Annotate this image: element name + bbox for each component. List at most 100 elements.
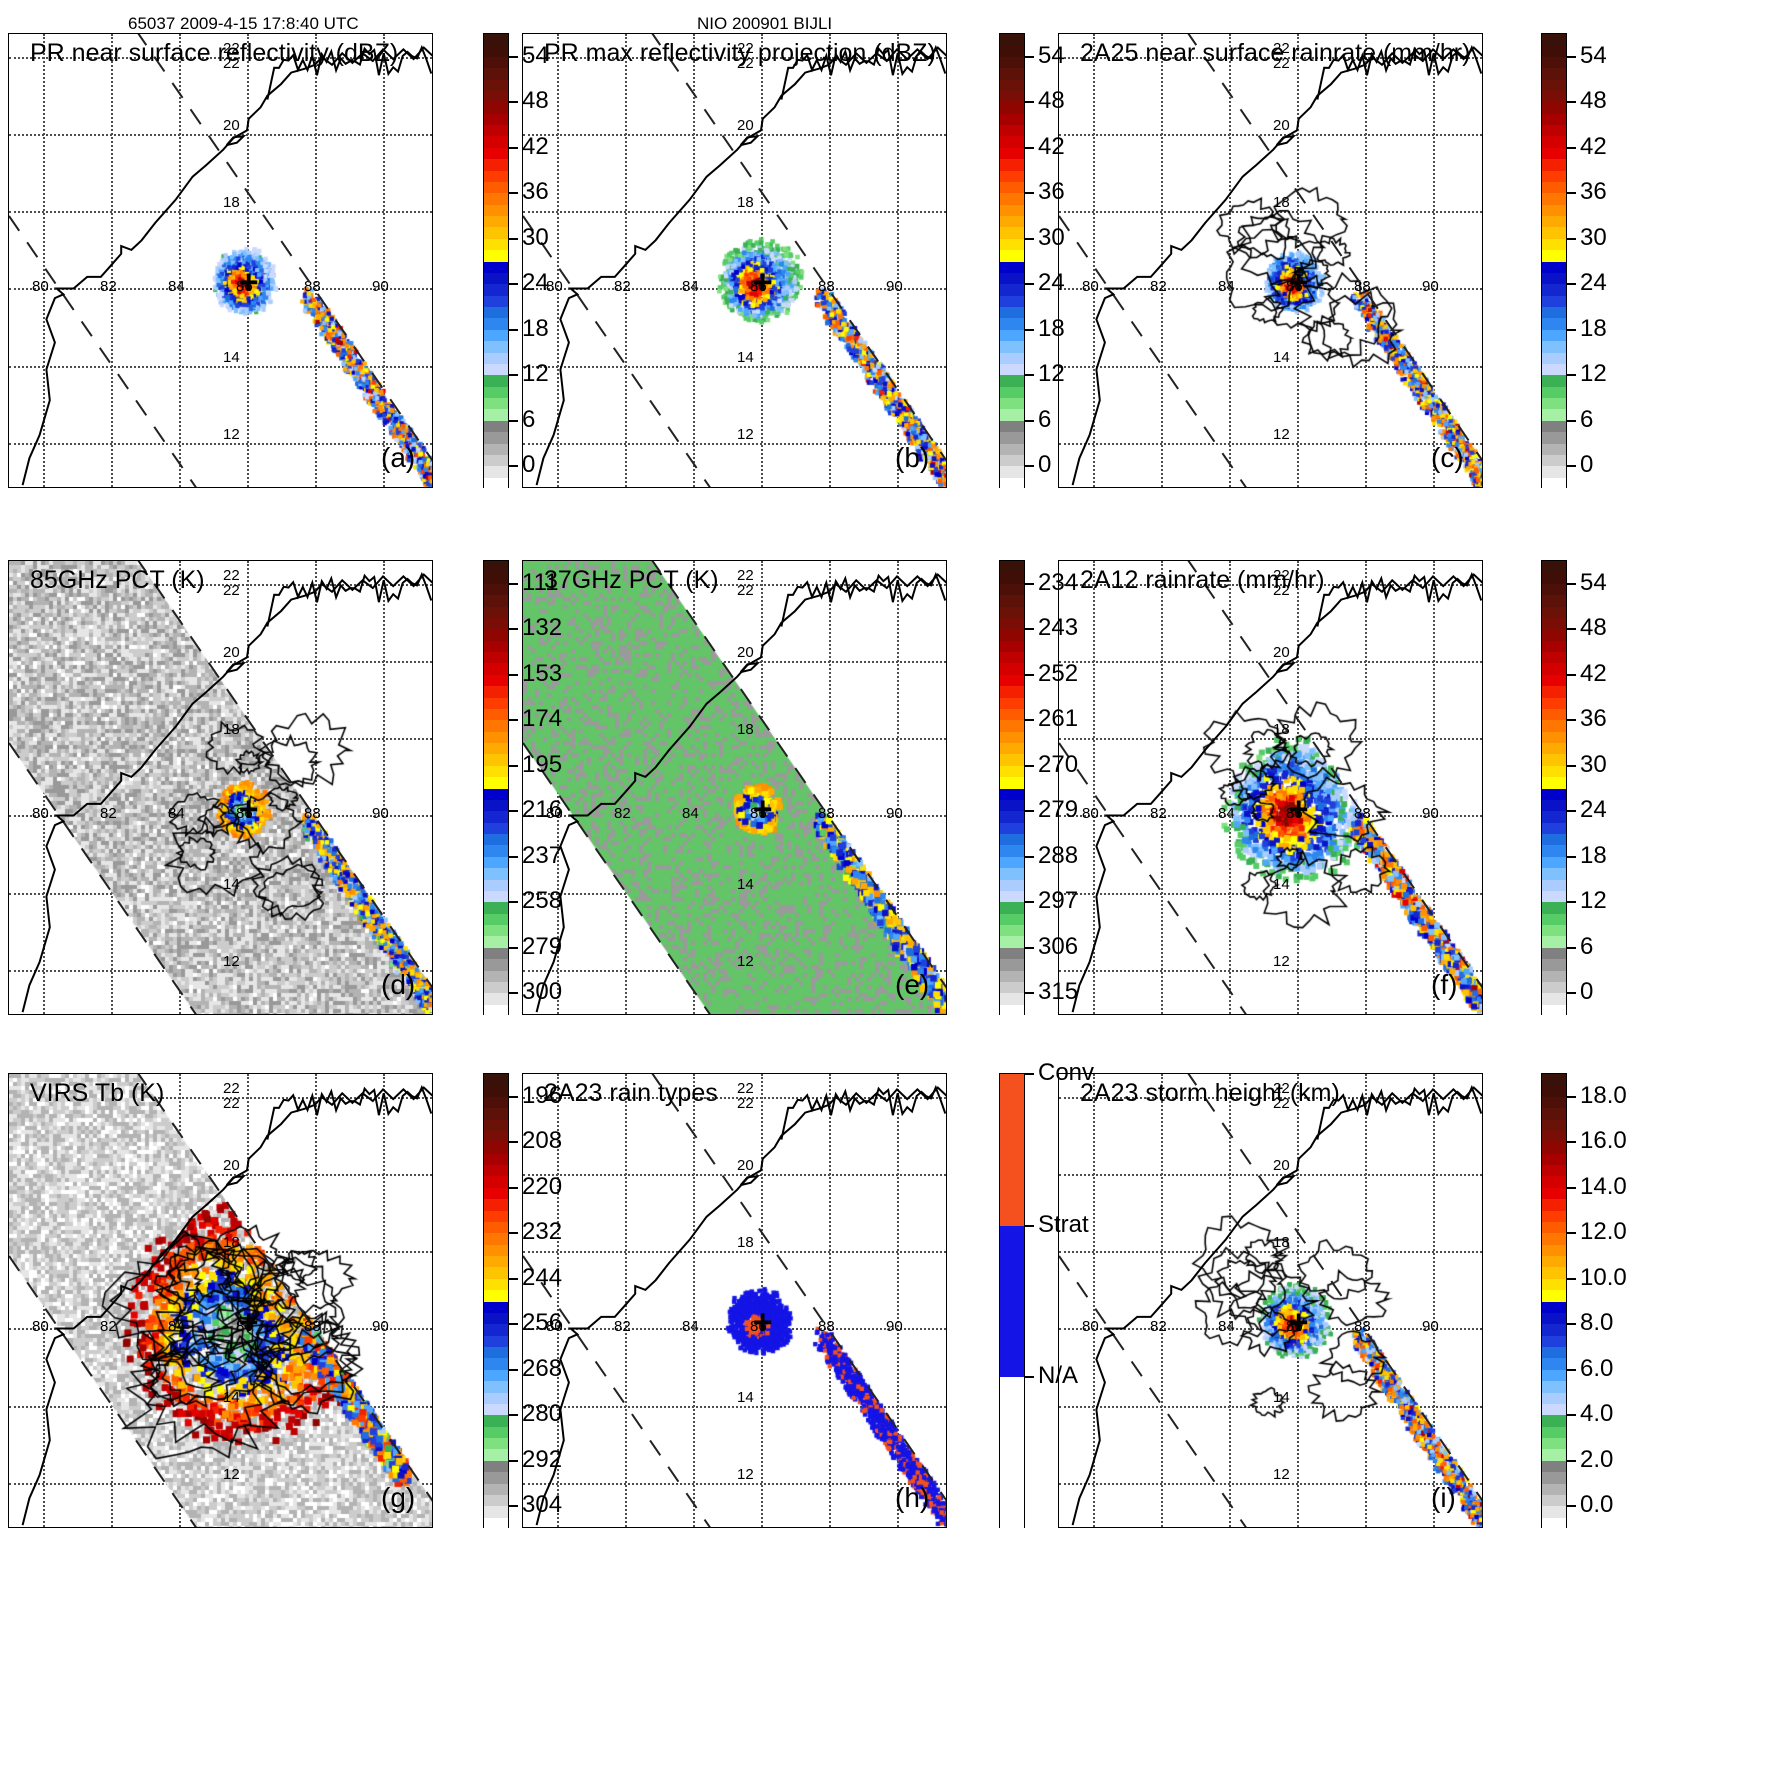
colorbar-segment — [1000, 113, 1024, 125]
map-g[interactable]: 80 82 84 86 88 90 22 20 18 14 12 22 + — [8, 1073, 433, 1528]
colorbar-segment — [1000, 811, 1024, 823]
colorbar-tick-label: 30 — [1580, 750, 1607, 778]
colorbar-tick-label: 279 — [522, 932, 563, 960]
colorbar-segment — [1000, 981, 1024, 994]
colorbar-segment — [1542, 1142, 1566, 1154]
map-e[interactable]: 80 82 84 86 88 90 22 20 18 14 12 22 + — [522, 560, 947, 1015]
colorbar-segment — [484, 1517, 508, 1529]
colorbar-segment — [1542, 686, 1566, 698]
colorbar-segment — [1000, 193, 1024, 205]
colorbar-segment — [484, 788, 508, 800]
colorbar-segment — [1542, 1187, 1566, 1200]
colorbar-segment — [484, 1301, 508, 1313]
colorbar-tick-label: 220 — [522, 1172, 563, 1200]
colorbar-tick — [509, 419, 518, 422]
colorbar-segment — [484, 1506, 508, 1518]
lat-tick-label: 20 — [737, 644, 754, 662]
colorbar-segment — [1542, 777, 1566, 789]
colorbar-segment — [484, 1278, 508, 1291]
colorbar-tick — [509, 1459, 518, 1462]
colorbar-tick-label: 6 — [522, 405, 536, 433]
colorbar-segment — [1542, 34, 1566, 46]
colorbar-tick-label: 0 — [1038, 451, 1052, 479]
colorbar-tick-label: 14.0 — [1580, 1172, 1627, 1200]
colorbar-segment — [484, 561, 508, 573]
map-i[interactable]: 80 82 84 86 88 90 22 20 18 14 12 22 + — [1058, 1073, 1483, 1528]
colorbar-segment — [484, 1381, 508, 1393]
lon-tick-label: 82 — [1150, 805, 1167, 823]
map-a[interactable]: 80 82 84 86 88 90 22 20 18 14 12 22 + — [8, 33, 433, 488]
lat-tick-label: 14 — [223, 875, 240, 893]
colorbar-segment — [1000, 272, 1024, 285]
colorbar-segment — [1542, 159, 1566, 171]
colorbar-segment — [1542, 1176, 1566, 1188]
colorbar-segment — [484, 1369, 508, 1382]
lat-tick-label: 18 — [223, 194, 240, 212]
colorbar-h: Conv Strat N/A — [999, 1059, 1135, 1529]
colorbar-segment — [484, 856, 508, 869]
colorbar-tick-label: 216 — [522, 796, 563, 824]
colorbar-segment — [1542, 561, 1566, 573]
panel-title-b: PR max reflectivity projection (dBZ) — [544, 39, 936, 67]
colorbar-segment — [1000, 90, 1024, 103]
colorbar-segment — [1000, 238, 1024, 251]
panel-label-a: (a) — [381, 442, 416, 473]
colorbar-tick — [509, 374, 518, 377]
colorbar-segment — [1542, 663, 1566, 675]
colorbar-segment — [484, 959, 508, 971]
colorbar-gradient-a — [483, 33, 509, 489]
panel-d: 80 82 84 86 88 90 22 20 18 14 12 22 +85GHz PCT (K) (d… — [8, 560, 604, 1045]
colorbar-tick-label: 42 — [1580, 659, 1607, 687]
map-h[interactable]: 80 82 84 86 88 90 22 20 18 14 12 22 + — [522, 1073, 947, 1528]
colorbar-segment — [1000, 398, 1024, 410]
lat-tick-label: 20 — [1273, 1157, 1290, 1175]
colorbar-segment — [1542, 925, 1566, 937]
panel-label-e: (e) — [895, 969, 930, 1000]
panel-title-c: 2A25 near surface rainrate (mm/hr) — [1080, 39, 1471, 67]
colorbar-segment — [484, 1472, 508, 1484]
colorbar-segment — [1542, 443, 1566, 455]
colorbar-tick-label: 0 — [522, 451, 536, 479]
colorbar-segment — [1542, 1153, 1566, 1165]
colorbar-segment — [1542, 102, 1566, 114]
colorbar-tick — [509, 146, 518, 149]
colorbar-tick — [1025, 55, 1034, 58]
colorbar-segment — [484, 640, 508, 652]
colorbar-segment — [484, 583, 508, 596]
colorbar-tick — [1025, 855, 1034, 858]
map-d[interactable]: 80 82 84 86 88 90 22 20 18 14 12 22 + — [8, 560, 433, 1015]
colorbar-segment — [1542, 79, 1566, 91]
map-c[interactable]: 80 82 84 86 88 90 22 20 18 14 12 22 + — [1058, 33, 1483, 488]
colorbar-segment — [1542, 720, 1566, 732]
map-f[interactable]: 80 82 84 86 88 90 22 20 18 14 12 22 + — [1058, 560, 1483, 1015]
colorbar-segment — [484, 913, 508, 925]
lon-tick-label: 90 — [372, 805, 389, 823]
colorbar-tick-label: 280 — [522, 1400, 563, 1428]
colorbar-tick-label: 132 — [522, 614, 563, 642]
colorbar-segment — [1000, 1377, 1024, 1529]
map-b[interactable]: 80 82 84 86 88 90 22 20 18 14 12 22 + — [522, 33, 947, 488]
colorbar-segment — [1000, 561, 1024, 573]
colorbar-segment — [484, 238, 508, 251]
lat-tick-label: 12 — [223, 952, 240, 970]
colorbar-segment — [484, 1347, 508, 1359]
colorbar-segment — [484, 102, 508, 114]
colorbar-tick — [1025, 328, 1034, 331]
center-suptitle: NIO 200901 BIJLI — [697, 14, 833, 33]
colorbar-tick-label: 10.0 — [1580, 1263, 1627, 1291]
colorbar-segment — [1000, 834, 1024, 846]
colorbar-tick-label: 315 — [1038, 978, 1079, 1006]
colorbar-segment — [484, 341, 508, 353]
colorbar-c: 54 48 42 36 30 24 18 12 6 0 — [1541, 33, 1677, 489]
colorbar-segment — [1000, 822, 1024, 834]
colorbar-gradient-c — [1541, 33, 1567, 489]
colorbar-segment — [484, 1119, 508, 1131]
colorbar-segment — [1542, 913, 1566, 925]
colorbar-segment — [1542, 216, 1566, 228]
colorbar-segment — [1000, 136, 1024, 148]
colorbar-segment — [1000, 970, 1024, 982]
lon-tick-label: 88 — [818, 278, 835, 296]
colorbar-tick-label: 153 — [522, 659, 563, 687]
lon-tick-label: 84 — [168, 1318, 185, 1336]
colorbar-segment — [1542, 1358, 1566, 1370]
